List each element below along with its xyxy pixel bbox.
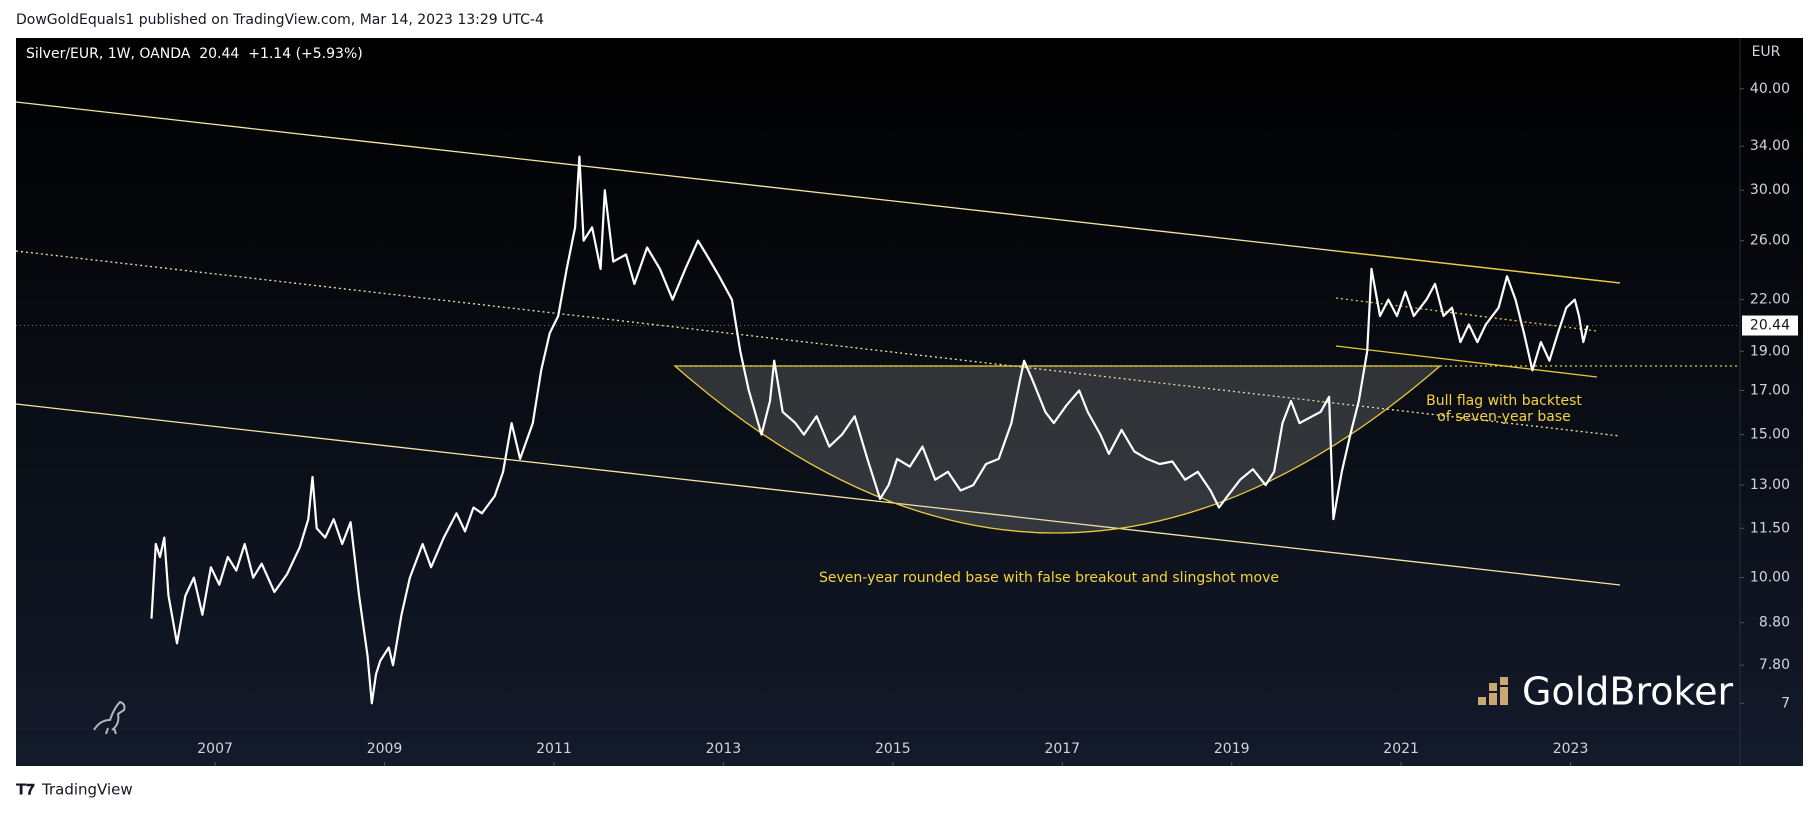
trendlines [15,101,1740,586]
annotation: Bull flag with backtest [1426,393,1582,409]
plot-background [16,38,1803,766]
x-tick-label: 2021 [1383,741,1419,757]
y-tick-label: 7.80 [1759,657,1790,673]
y-tick-label: 19.00 [1750,343,1790,359]
y-tick-label: 8.80 [1759,615,1790,631]
x-tick-label: 2009 [367,741,403,757]
y-tick-label: 34.00 [1750,138,1790,154]
y-tick-label: 30.00 [1750,182,1790,198]
x-tick-label: 2013 [706,741,742,757]
annotation: Seven-year rounded base with false break… [819,570,1279,586]
y-tick-label: 13.00 [1750,477,1790,493]
flag-top [1335,250,1621,284]
annotation: of seven-year base [1437,409,1571,425]
y-tick-label: 15.00 [1750,427,1790,443]
y-tick-label: 40.00 [1750,81,1790,97]
chart-title: Silver/EUR, 1W, OANDA 20.44 +1.14 (+5.93… [26,46,363,62]
x-tick-label: 2023 [1553,741,1589,757]
y-tick-label: 10.00 [1750,570,1790,586]
y-tick-label: 7 [1781,695,1790,711]
x-tick-label: 2019 [1214,741,1250,757]
publisher: DowGoldEquals1 published on TradingView.… [16,12,544,28]
channel-mid [15,250,1621,437]
y-tick-label: 17.00 [1750,382,1790,398]
price-line [150,155,1589,705]
x-tick-label: 2007 [197,741,233,757]
last-price-label: 20.44 [1750,318,1790,334]
last-price-box [1742,315,1798,336]
y-tick-label: 26.00 [1750,233,1790,249]
watermark: GoldBroker [1522,670,1734,714]
y-tick-label: 22.00 [1750,292,1790,308]
footer: TradingView [41,781,133,799]
y-axis-label: EUR [1752,44,1781,60]
x-tick-label: 2011 [536,741,572,757]
x-tick-label: 2015 [875,741,911,757]
y-tick-label: 11.50 [1750,520,1790,536]
flag-mid [1335,297,1598,332]
footer-logo: T𝟕 [16,781,35,799]
channel-bottom [15,403,1621,586]
x-tick-label: 2017 [1044,741,1080,757]
dino-icon [93,700,126,735]
flag-bottom [1335,345,1598,378]
logo-icon [1478,677,1508,705]
